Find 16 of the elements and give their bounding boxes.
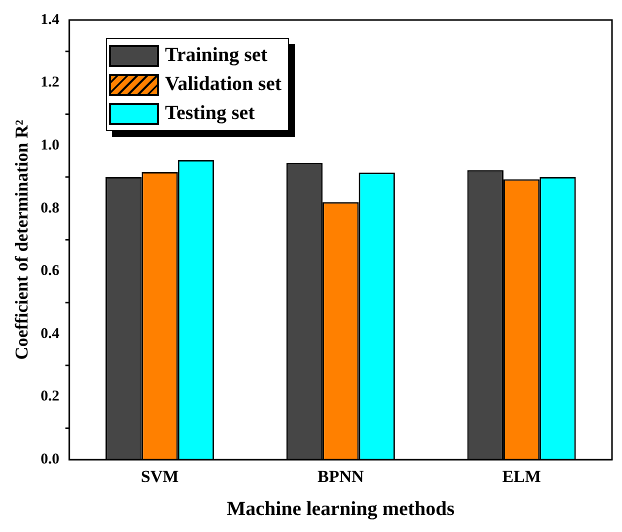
y-tick-label: 0.6	[40, 263, 60, 280]
legend-label: Training set	[165, 44, 268, 67]
y-tick-label: 0.0	[40, 451, 60, 468]
y-tick-label: 1.4	[40, 12, 60, 28]
x-tick-label: BPNN	[318, 467, 365, 486]
y-tick-label: 1.2	[40, 74, 60, 91]
x-tick-label: ELM	[502, 467, 541, 486]
legend-label: Validation set	[165, 73, 282, 96]
y-tick-label: 0.8	[40, 200, 60, 216]
legend-label: Testing set	[165, 102, 255, 125]
y-tick-label: 0.2	[40, 388, 60, 405]
y-tick-label: 1.0	[40, 137, 60, 154]
x-axis-title: Machine learning methods	[226, 498, 455, 520]
y-axis-title: Coefficient of determination R²	[11, 120, 32, 360]
y-tick-label: 0.4	[40, 326, 60, 342]
x-tick-label: SVM	[140, 467, 179, 486]
